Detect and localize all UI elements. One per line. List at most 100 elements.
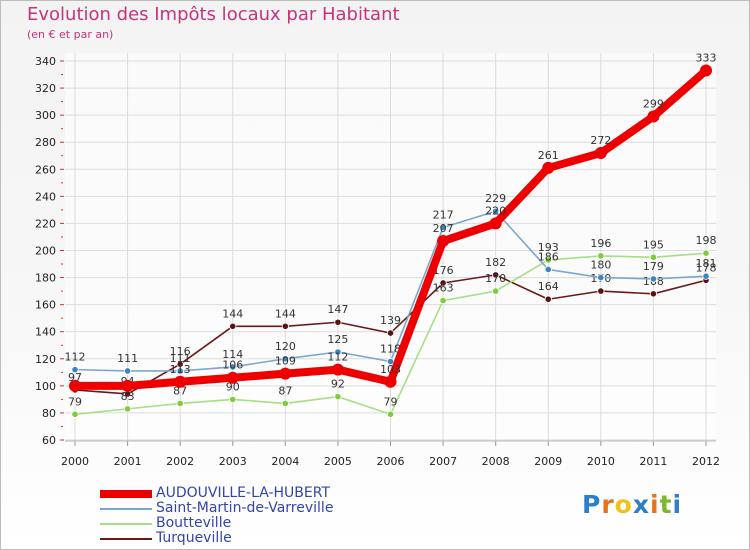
data-point xyxy=(229,322,237,330)
data-label: 111 xyxy=(117,352,138,365)
x-tick-label: 2000 xyxy=(61,455,89,468)
data-label: 299 xyxy=(643,97,664,110)
data-label: 125 xyxy=(327,333,348,346)
data-point xyxy=(281,322,289,330)
x-tick-label: 2011 xyxy=(639,455,667,468)
data-label: 114 xyxy=(222,348,243,361)
y-tick-label: 240 xyxy=(35,190,56,203)
data-label: 163 xyxy=(433,282,454,295)
data-point xyxy=(489,217,502,230)
data-point xyxy=(331,363,344,376)
x-tick-label: 2003 xyxy=(219,455,247,468)
chart-subtitle: (en € et par an) xyxy=(27,28,114,41)
data-label: 186 xyxy=(538,250,559,263)
data-label: 207 xyxy=(433,222,454,235)
data-label: 220 xyxy=(485,204,506,217)
data-point xyxy=(176,399,184,408)
data-point xyxy=(386,329,395,337)
data-label: 196 xyxy=(590,237,611,250)
data-label: 217 xyxy=(433,208,454,221)
data-label: 195 xyxy=(643,238,664,251)
y-tick-label: 180 xyxy=(35,272,56,285)
legend-swatch-saint-martin xyxy=(100,507,152,510)
data-label: 261 xyxy=(538,149,559,162)
legend-label-turqueville: Turqueville xyxy=(156,530,232,546)
data-point xyxy=(386,410,395,418)
data-point xyxy=(176,367,184,375)
data-point xyxy=(597,287,605,295)
data-point xyxy=(69,379,81,392)
logo-letter: i xyxy=(672,490,683,519)
data-point xyxy=(71,366,79,374)
data-label: 198 xyxy=(696,234,717,247)
data-label: 79 xyxy=(68,395,82,408)
data-point xyxy=(492,287,500,295)
data-point xyxy=(649,290,658,298)
proxiti-logo: Proxiti xyxy=(582,490,682,519)
data-label: 87 xyxy=(173,384,187,397)
data-label: 272 xyxy=(590,134,611,147)
data-point xyxy=(597,273,605,282)
y-tick-label: 160 xyxy=(35,299,56,312)
data-point xyxy=(386,357,395,366)
legend-swatch-audouville xyxy=(100,489,152,498)
y-tick-label: 60 xyxy=(42,434,56,447)
data-point xyxy=(439,279,447,287)
y-tick-label: 120 xyxy=(35,353,56,366)
chart-title: Evolution des Impôts locaux par Habitant xyxy=(27,4,400,25)
y-tick-label: 280 xyxy=(35,136,56,149)
y-tick-label: 260 xyxy=(35,163,56,176)
data-label: 79 xyxy=(384,395,398,408)
data-point xyxy=(649,253,658,261)
data-point xyxy=(492,207,500,215)
data-label: 144 xyxy=(275,307,296,320)
legend-item-saint-martin: Saint-Martin-de-Varreville xyxy=(100,501,333,516)
data-label: 97 xyxy=(68,371,82,384)
data-label: 118 xyxy=(380,342,401,355)
logo-letter: P xyxy=(582,490,602,519)
legend-item-boutteville: Boutteville xyxy=(100,516,333,531)
data-label: 112 xyxy=(65,351,86,364)
data-point xyxy=(281,355,289,363)
data-label: 109 xyxy=(275,355,296,368)
data-label: 92 xyxy=(331,378,345,391)
data-point xyxy=(544,265,552,274)
data-label: 193 xyxy=(538,241,559,254)
data-label: 103 xyxy=(380,363,401,376)
data-point xyxy=(174,375,187,388)
y-tick-label: 100 xyxy=(35,380,56,393)
logo-letter: i xyxy=(650,490,660,519)
data-point xyxy=(229,363,237,371)
y-tick-label: 220 xyxy=(35,217,56,230)
data-label: 229 xyxy=(485,192,506,205)
logo-letter: r xyxy=(601,490,615,519)
data-label: 83 xyxy=(121,390,135,403)
data-point xyxy=(281,399,289,408)
data-point xyxy=(226,371,239,384)
data-label: 113 xyxy=(170,363,191,376)
data-label: 178 xyxy=(696,261,717,274)
data-label: 147 xyxy=(327,303,348,316)
data-point xyxy=(544,256,552,264)
data-point xyxy=(700,64,712,77)
legend-label-saint-martin: Saint-Martin-de-Varreville xyxy=(156,500,334,516)
data-label: 112 xyxy=(327,351,348,364)
data-label: 139 xyxy=(380,314,401,327)
data-point xyxy=(384,375,397,388)
legend-item-audouville: AUDOUVILLE-LA-HUBERT xyxy=(100,486,333,501)
data-label: 170 xyxy=(485,272,506,285)
data-label: 181 xyxy=(696,257,717,270)
x-tick-label: 2007 xyxy=(429,455,457,468)
data-point xyxy=(437,235,450,248)
x-tick-label: 2004 xyxy=(271,455,299,468)
data-label: 333 xyxy=(696,51,717,64)
data-point xyxy=(279,367,292,380)
y-tick-label: 300 xyxy=(35,109,56,122)
legend-label-audouville: AUDOUVILLE-LA-HUBERT xyxy=(156,485,331,501)
legend: AUDOUVILLE-LA-HUBERT Saint-Martin-de-Var… xyxy=(100,486,333,546)
data-point xyxy=(649,275,658,283)
y-tick-label: 340 xyxy=(35,55,56,68)
data-point xyxy=(123,405,132,413)
data-point xyxy=(334,393,342,401)
data-label: 106 xyxy=(222,359,243,372)
